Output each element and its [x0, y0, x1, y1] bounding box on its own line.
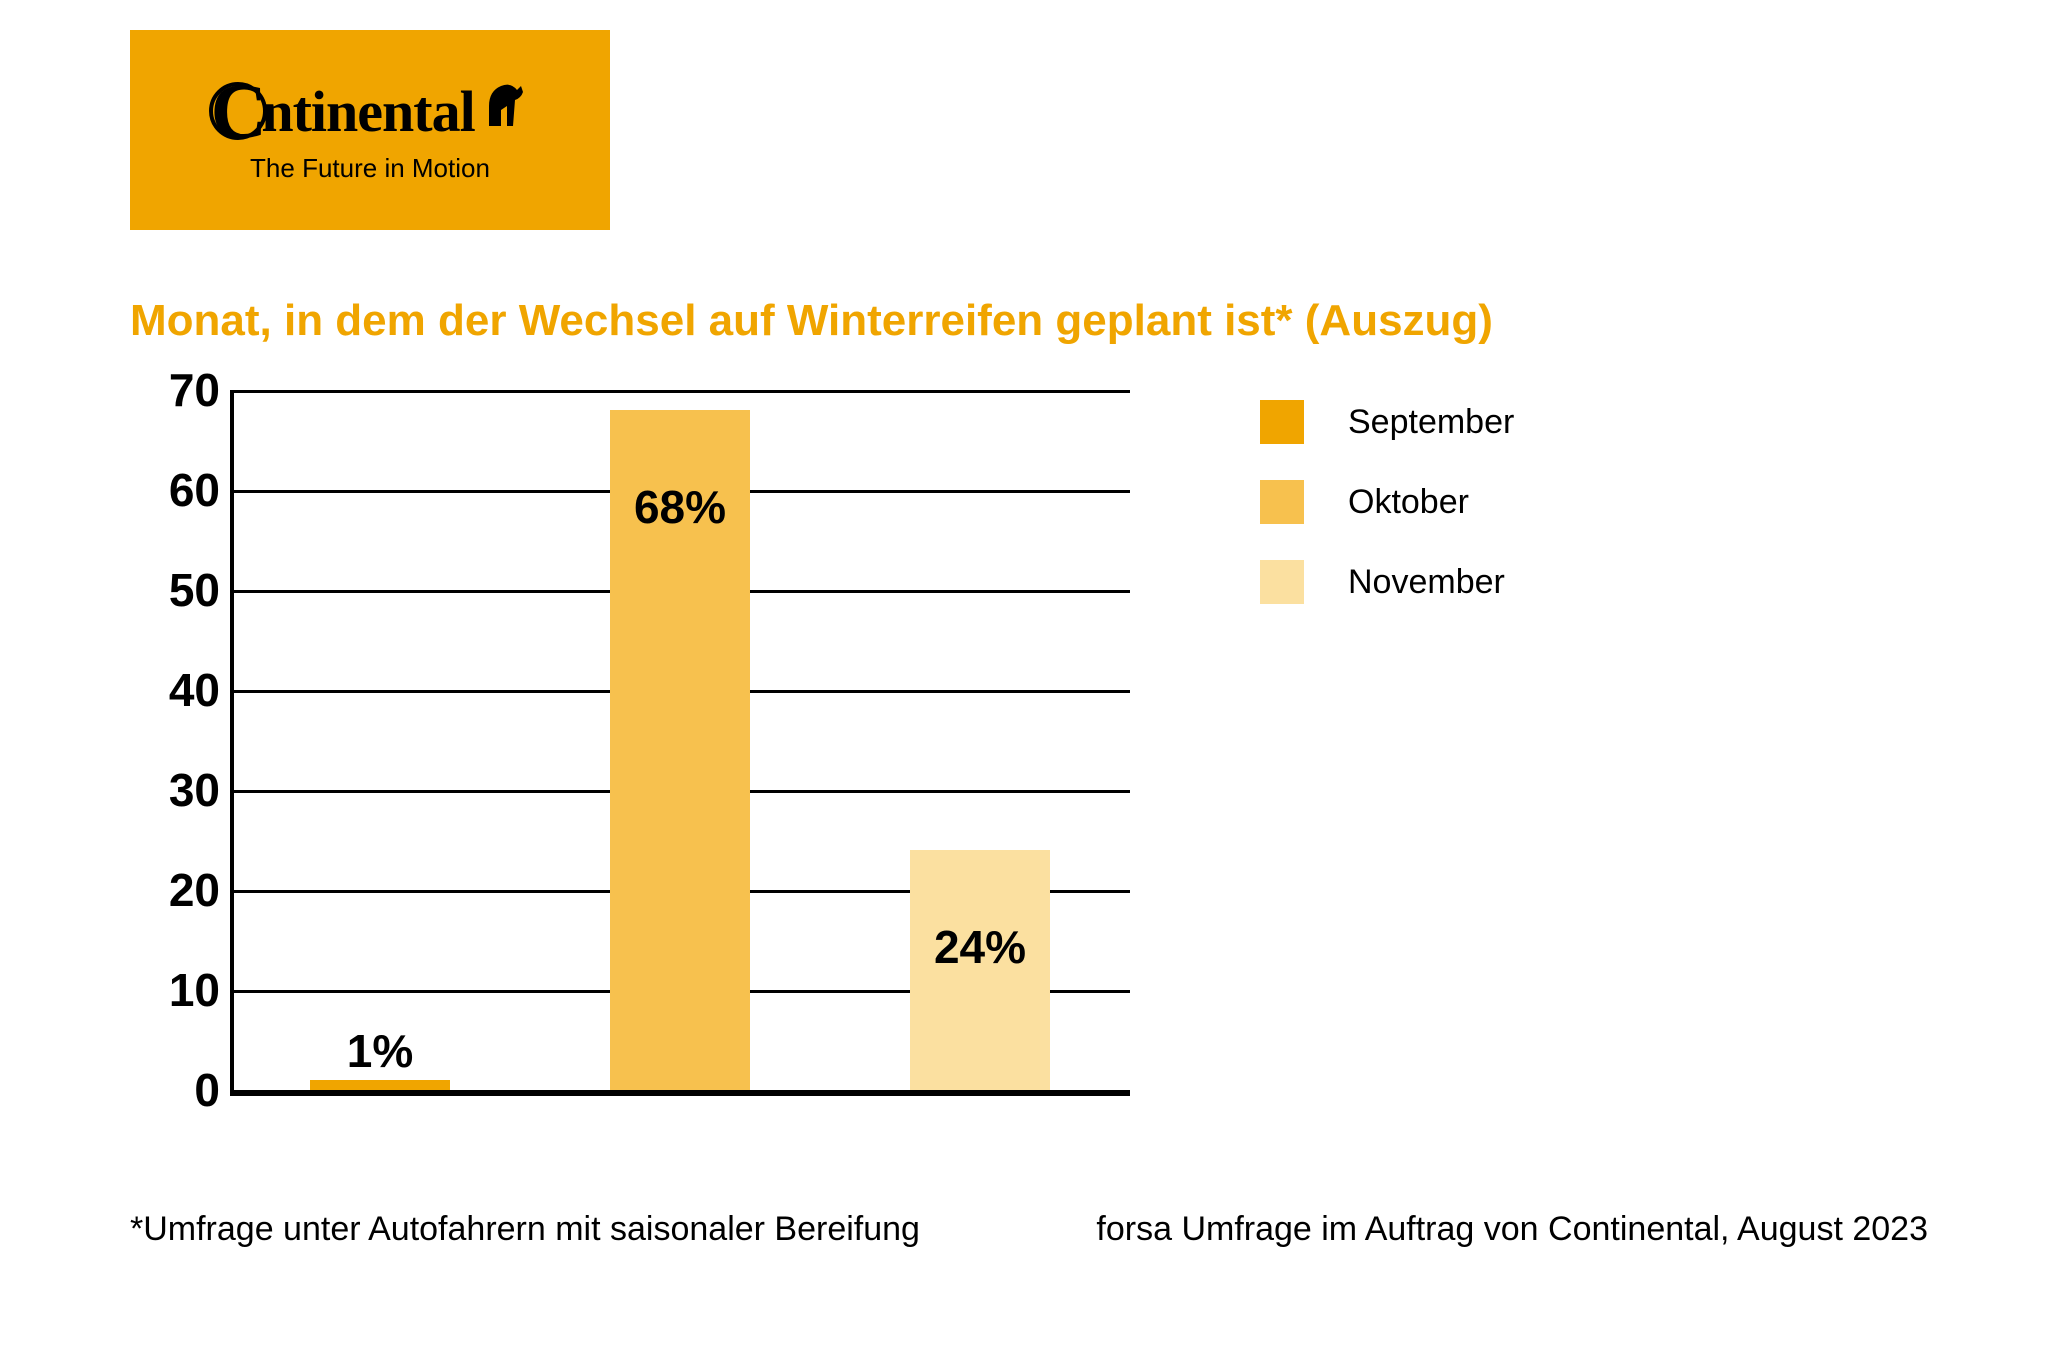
brand-logo-block: C ntinental The Future in Motion [130, 30, 610, 230]
legend-swatch [1260, 400, 1304, 444]
horse-icon [481, 76, 531, 131]
bar-value-label: 24% [880, 920, 1080, 974]
bar-value-label: 68% [580, 480, 780, 534]
y-tick-label: 30 [130, 763, 220, 817]
y-axis-line [230, 390, 234, 1090]
footnote-right: forsa Umfrage im Auftrag von Continental… [1096, 1210, 1928, 1249]
y-tick-label: 60 [130, 463, 220, 517]
y-tick-label: 40 [130, 663, 220, 717]
logo-letter-c: C [209, 82, 267, 140]
legend-label: Oktober [1348, 483, 1469, 522]
chart-bar [310, 1080, 450, 1090]
chart-title: Monat, in dem der Wechsel auf Winterreif… [130, 296, 1493, 346]
legend-swatch [1260, 480, 1304, 524]
logo-wordmark: ntinental [261, 78, 474, 145]
brand-tagline: The Future in Motion [250, 153, 490, 184]
x-axis-line [230, 1090, 1130, 1096]
infographic-page: C ntinental The Future in Motion Monat, … [0, 0, 2048, 1366]
chart-legend: September Oktober November [1260, 400, 1514, 640]
y-tick-label: 0 [130, 1063, 220, 1117]
bar-chart: 010203040506070 1%68%24% [130, 390, 1130, 1110]
bar-value-label: 1% [280, 1024, 480, 1078]
chart-plot-area: 1% 68% 24% [230, 390, 1130, 1090]
footnote-left: *Umfrage unter Autofahrern mit saisonale… [130, 1210, 920, 1249]
y-tick-label: 10 [130, 963, 220, 1017]
y-tick-label: 50 [130, 563, 220, 617]
gridline [230, 390, 1130, 393]
legend-swatch [1260, 560, 1304, 604]
legend-item: Oktober [1260, 480, 1514, 524]
brand-logo-text: C ntinental [209, 76, 530, 145]
legend-item: September [1260, 400, 1514, 444]
legend-item: November [1260, 560, 1514, 604]
legend-label: November [1348, 563, 1505, 602]
legend-label: September [1348, 403, 1514, 442]
y-tick-label: 20 [130, 863, 220, 917]
y-tick-label: 70 [130, 363, 220, 417]
